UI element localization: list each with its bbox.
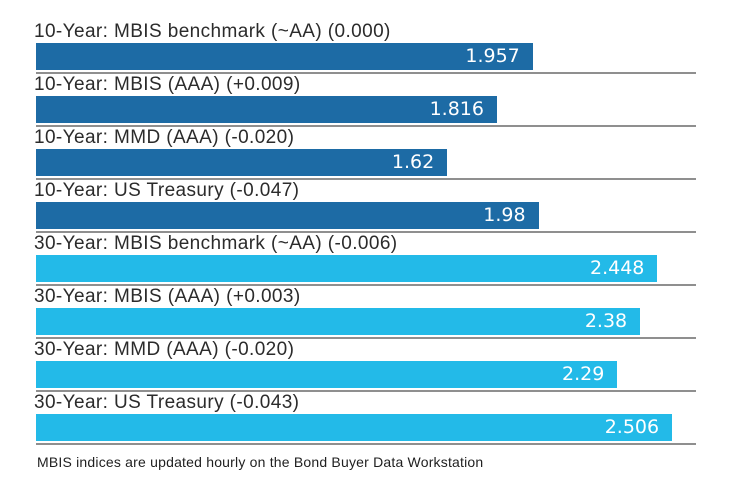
row-baseline bbox=[36, 72, 696, 74]
bar-track: 1.816 bbox=[36, 96, 696, 123]
bar-track: 1.957 bbox=[36, 43, 696, 70]
bar-value-label: 1.62 bbox=[391, 151, 435, 173]
bar-track: 1.62 bbox=[36, 149, 696, 176]
chart-row: 10-Year: US Treasury (-0.047) 1.98 bbox=[34, 180, 696, 233]
bar: 2.506 bbox=[36, 414, 673, 441]
bar-track: 2.29 bbox=[36, 361, 696, 388]
bar: 1.62 bbox=[36, 149, 448, 176]
bar-track: 2.38 bbox=[36, 308, 696, 335]
bar-label: 30-Year: MMD (AAA) (-0.020) bbox=[34, 339, 295, 360]
bar: 2.29 bbox=[36, 361, 618, 388]
bar-value-label: 1.816 bbox=[429, 98, 484, 120]
chart-row: 30-Year: MBIS benchmark (~AA) (-0.006) 2… bbox=[34, 233, 696, 286]
chart-row: 30-Year: MMD (AAA) (-0.020) 2.29 bbox=[34, 339, 696, 392]
footnote: MBIS indices are updated hourly on the B… bbox=[37, 454, 484, 470]
bar-value-label: 2.29 bbox=[561, 363, 605, 385]
bar-track: 2.506 bbox=[36, 414, 696, 441]
row-baseline bbox=[36, 337, 696, 339]
chart-row: 30-Year: US Treasury (-0.043) 2.506 bbox=[34, 392, 696, 445]
row-baseline bbox=[36, 125, 696, 127]
bar-label: 30-Year: US Treasury (-0.043) bbox=[34, 392, 300, 413]
row-baseline bbox=[36, 231, 696, 233]
bar-track: 2.448 bbox=[36, 255, 696, 282]
row-baseline bbox=[36, 284, 696, 286]
row-baseline bbox=[36, 443, 696, 445]
chart-rows: 10-Year: MBIS benchmark (~AA) (0.000) 1.… bbox=[34, 21, 696, 445]
bar-value-label: 1.957 bbox=[465, 45, 520, 67]
chart-row: 10-Year: MBIS benchmark (~AA) (0.000) 1.… bbox=[34, 21, 696, 74]
bar-track: 1.98 bbox=[36, 202, 696, 229]
bar-value-label: 2.506 bbox=[604, 416, 660, 438]
bar-label: 10-Year: US Treasury (-0.047) bbox=[34, 180, 300, 201]
bar-label: 10-Year: MBIS benchmark (~AA) (0.000) bbox=[34, 21, 391, 42]
bar-value-label: 2.448 bbox=[590, 257, 645, 279]
bar-value-label: 2.38 bbox=[584, 310, 628, 332]
bar: 2.448 bbox=[36, 255, 658, 282]
row-baseline bbox=[36, 178, 696, 180]
chart-row: 30-Year: MBIS (AAA) (+0.003) 2.38 bbox=[34, 286, 696, 339]
bar-label: 30-Year: MBIS benchmark (~AA) (-0.006) bbox=[34, 233, 398, 254]
bar: 1.957 bbox=[36, 43, 533, 70]
bar: 2.38 bbox=[36, 308, 641, 335]
bar-label: 30-Year: MBIS (AAA) (+0.003) bbox=[34, 286, 301, 307]
bar: 1.816 bbox=[36, 96, 497, 123]
row-baseline bbox=[36, 390, 696, 392]
bar-chart: 10-Year: MBIS benchmark (~AA) (0.000) 1.… bbox=[34, 21, 696, 470]
bar-label: 10-Year: MBIS (AAA) (+0.009) bbox=[34, 74, 301, 95]
chart-row: 10-Year: MBIS (AAA) (+0.009) 1.816 bbox=[34, 74, 696, 127]
bar: 1.98 bbox=[36, 202, 539, 229]
bar-label: 10-Year: MMD (AAA) (-0.020) bbox=[34, 127, 295, 148]
chart-row: 10-Year: MMD (AAA) (-0.020) 1.62 bbox=[34, 127, 696, 180]
bar-value-label: 1.98 bbox=[483, 204, 526, 226]
